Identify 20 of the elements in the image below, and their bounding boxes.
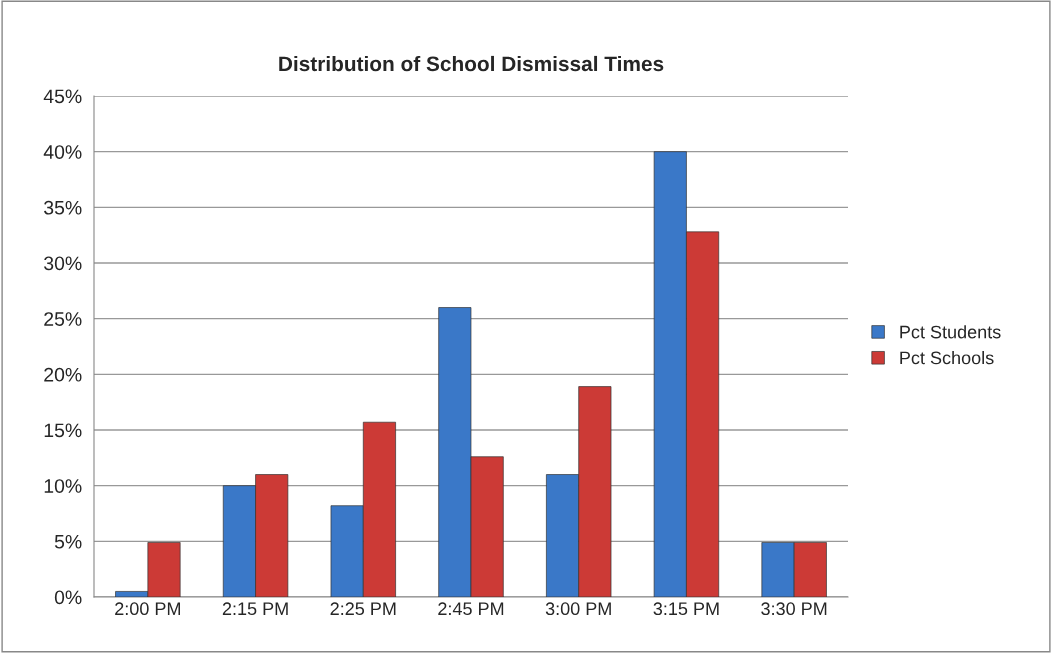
x-tick-label: 3:15 PM xyxy=(653,602,719,616)
y-tick-label: 0% xyxy=(54,590,82,605)
y-tick-label: 35% xyxy=(44,200,82,215)
y-tick-label: 10% xyxy=(44,479,82,493)
legend-label: Pct Schools xyxy=(900,351,994,365)
y-tick-label: 25% xyxy=(44,312,82,326)
x-tick-label: 2:45 PM xyxy=(438,602,504,616)
chart-title: Distribution of School Dismissal Times xyxy=(279,55,664,72)
y-tick-label: 5% xyxy=(54,534,82,549)
x-tick-label: 2:25 PM xyxy=(330,602,396,616)
y-tick-label: 20% xyxy=(44,367,82,382)
x-tick-label: 3:30 PM xyxy=(761,602,827,616)
x-tick-label: 2:15 PM xyxy=(222,602,288,616)
x-tick-label: 3:00 PM xyxy=(545,602,611,616)
y-tick-label: 45% xyxy=(43,89,82,104)
x-tick-label: 2:00 PM xyxy=(115,602,180,616)
y-tick-label: 15% xyxy=(44,423,82,438)
legend-label: Pct Students xyxy=(900,325,1001,339)
y-tick-label: 40% xyxy=(43,145,82,159)
y-tick-label: 30% xyxy=(44,256,82,271)
